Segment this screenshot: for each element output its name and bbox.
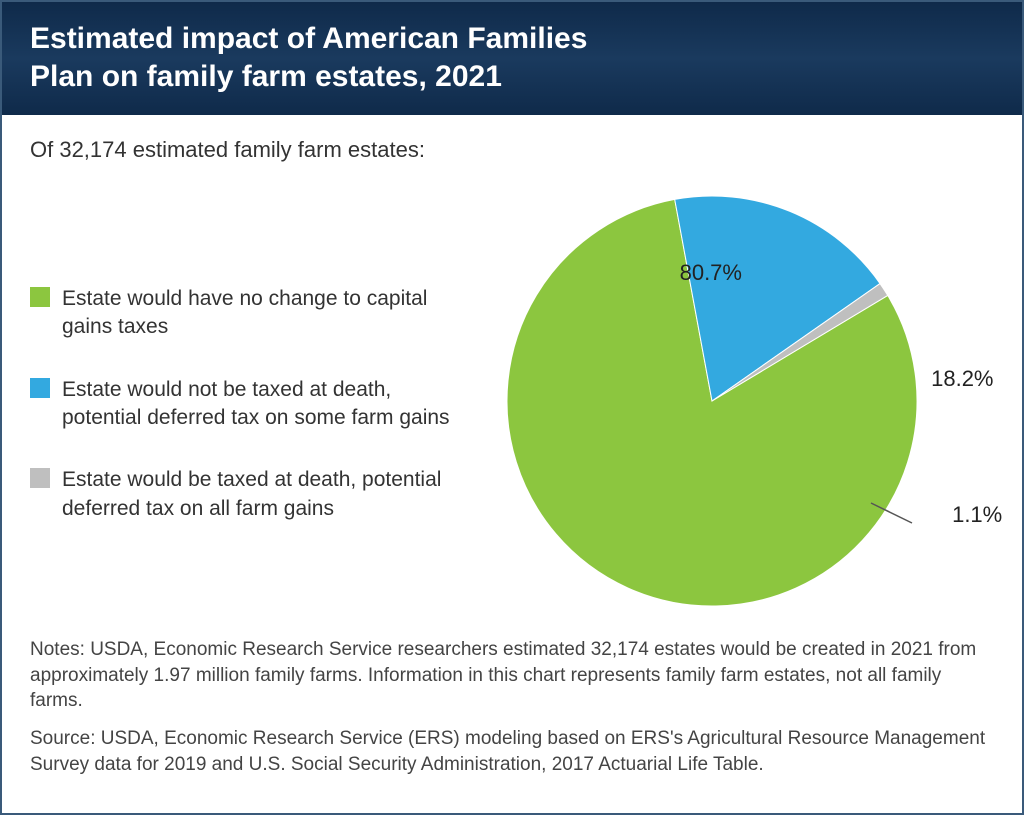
pie-slice-label: 18.2% — [931, 366, 993, 392]
legend-item: Estate would not be taxed at death, pote… — [30, 376, 460, 433]
card-header: Estimated impact of American Families Pl… — [2, 2, 1022, 115]
pie-chart: 80.7%18.2%1.1% — [470, 181, 994, 621]
subtitle: Of 32,174 estimated family farm estates: — [30, 137, 994, 163]
legend-swatch — [30, 468, 50, 488]
title-line-2: Plan on family farm estates, 2021 — [30, 60, 502, 93]
source-text: Source: USDA, Economic Research Service … — [30, 726, 994, 777]
card-body: Of 32,174 estimated family farm estates:… — [2, 115, 1022, 631]
content-row: Estate would have no change to capital g… — [30, 181, 994, 621]
legend-item: Estate would be taxed at death, potentia… — [30, 466, 460, 523]
legend-text: Estate would have no change to capital g… — [62, 285, 460, 342]
legend-swatch — [30, 378, 50, 398]
legend-text: Estate would be taxed at death, potentia… — [62, 466, 460, 523]
pie-slice-label: 1.1% — [952, 502, 1002, 528]
legend-swatch — [30, 287, 50, 307]
pie-svg — [502, 181, 962, 621]
pie-slice-label: 80.7% — [680, 260, 742, 286]
legend-item: Estate would have no change to capital g… — [30, 285, 460, 342]
legend-text: Estate would not be taxed at death, pote… — [62, 376, 460, 433]
notes-text: Notes: USDA, Economic Research Service r… — [30, 637, 994, 714]
chart-card: Estimated impact of American Families Pl… — [0, 0, 1024, 815]
legend: Estate would have no change to capital g… — [30, 245, 460, 557]
title-line-1: Estimated impact of American Families — [30, 22, 587, 55]
title: Estimated impact of American Families Pl… — [30, 20, 994, 95]
footer-notes: Notes: USDA, Economic Research Service r… — [2, 631, 1022, 813]
